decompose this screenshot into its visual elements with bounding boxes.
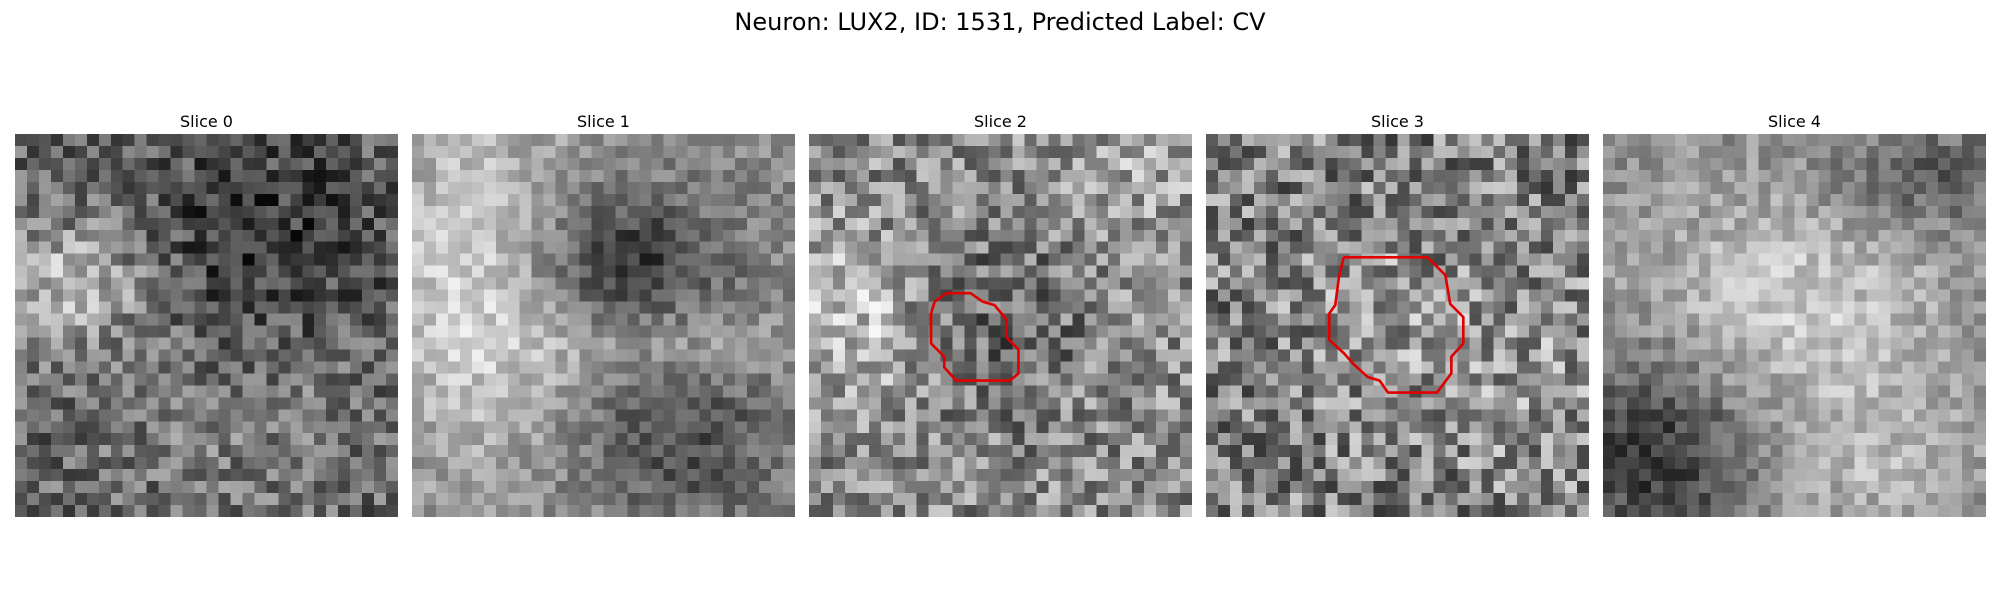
- slice-image: [1206, 134, 1589, 517]
- figure-title: Neuron: LUX2, ID: 1531, Predicted Label:…: [734, 8, 1266, 36]
- slice-panel-4: Slice 4: [1603, 112, 1986, 517]
- slice-panel-3: Slice 3: [1206, 112, 1589, 517]
- roi-contour: [929, 291, 1020, 382]
- slice-title: Slice 1: [577, 112, 630, 131]
- slice-panel-2: Slice 2: [809, 112, 1192, 517]
- slice-image: [809, 134, 1192, 517]
- slice-title: Slice 3: [1371, 112, 1424, 131]
- slice-panel-0: Slice 0: [15, 112, 398, 517]
- slice-image: [412, 134, 795, 517]
- slice-image: [1603, 134, 1986, 517]
- slice-title: Slice 4: [1768, 112, 1821, 131]
- slice-image: [15, 134, 398, 517]
- slice-title: Slice 0: [180, 112, 233, 131]
- roi-contour: [1327, 255, 1465, 394]
- slice-panel-1: Slice 1: [412, 112, 795, 517]
- slice-title: Slice 2: [974, 112, 1027, 131]
